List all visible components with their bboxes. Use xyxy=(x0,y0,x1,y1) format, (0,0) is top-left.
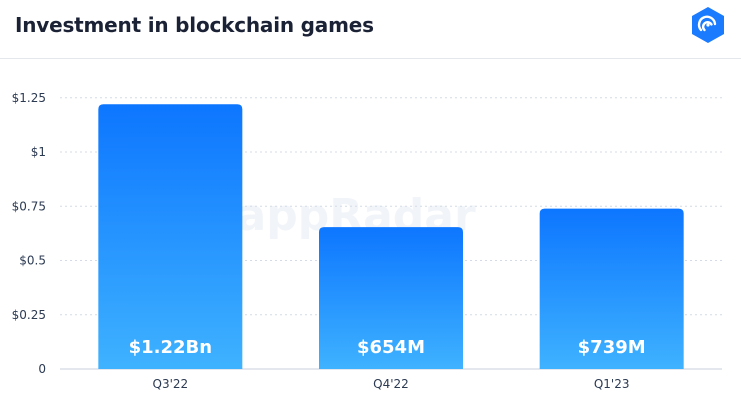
y-tick-label: 0 xyxy=(38,362,46,376)
bar-q322 xyxy=(98,104,243,369)
dappradar-logo-icon xyxy=(692,7,724,43)
y-axis-ticks: 0 $0.25 $0.5 $0.75 $1 $1.25 xyxy=(12,91,46,376)
bar-data-label: $654M xyxy=(357,337,425,358)
bar-q422 xyxy=(319,227,463,369)
y-tick-label: $0.75 xyxy=(12,199,46,213)
chart-title: Investment in blockchain games xyxy=(15,13,374,37)
y-tick-label: $0.25 xyxy=(12,308,46,322)
y-tick-label: $0.5 xyxy=(19,254,46,268)
x-axis-ticks: Q3'22 Q4'22 Q1'23 xyxy=(153,377,630,391)
y-tick-label: $1.25 xyxy=(12,91,46,105)
bar-data-label: $739M xyxy=(578,337,646,358)
x-tick-label: Q3'22 xyxy=(153,377,189,391)
bars xyxy=(98,104,684,369)
x-tick-label: Q1'23 xyxy=(594,377,630,391)
bar-data-label: $1.22Bn xyxy=(129,337,212,358)
header-divider xyxy=(0,58,741,59)
y-tick-label: $1 xyxy=(31,145,46,159)
x-tick-label: Q4'22 xyxy=(373,377,409,391)
bar-q123 xyxy=(539,208,684,369)
bar-labels: $1.22Bn $654M $739M xyxy=(129,337,646,358)
